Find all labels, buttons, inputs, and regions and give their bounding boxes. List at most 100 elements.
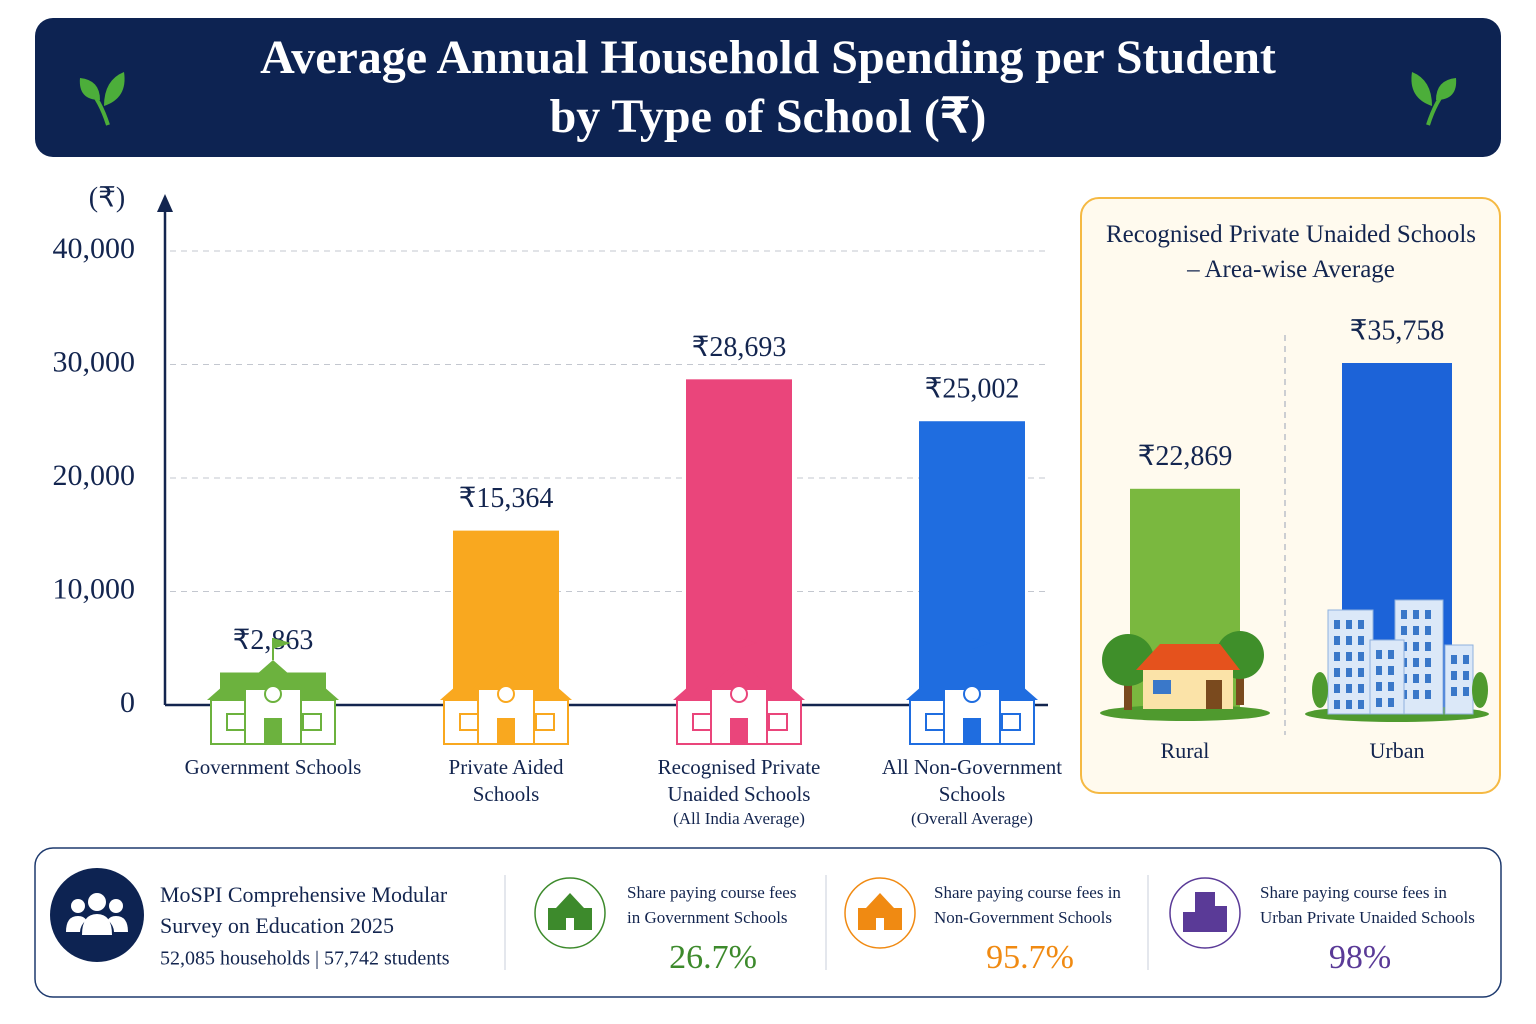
building-window xyxy=(1358,668,1364,677)
school-icon xyxy=(906,638,1038,745)
y-tick-label: 20,000 xyxy=(53,459,136,492)
x-tick-label: Recognised Private Unaided Schools xyxy=(657,755,821,806)
y-axis-label: (₹) xyxy=(89,182,125,213)
stat-value: 95.7% xyxy=(986,939,1074,976)
stat-label: Urban Private Unaided Schools xyxy=(1260,908,1475,927)
school-icon xyxy=(673,638,805,745)
building-window xyxy=(1334,684,1340,693)
school-window xyxy=(1001,713,1021,731)
y-axis-arrow xyxy=(157,194,173,212)
building-window xyxy=(1451,671,1457,680)
school-gable xyxy=(705,660,773,690)
tree xyxy=(1472,672,1488,708)
school-icon xyxy=(207,638,339,745)
building-window xyxy=(1358,620,1364,629)
school-window xyxy=(459,713,479,731)
building-window xyxy=(1388,698,1394,707)
school-window xyxy=(302,713,322,731)
building-window xyxy=(1401,626,1407,635)
building-window xyxy=(1413,658,1419,667)
category-note: (Overall Average) xyxy=(911,809,1033,828)
building-window xyxy=(1376,650,1382,659)
x-tick-label: Government Schools xyxy=(184,755,362,779)
school-icon xyxy=(440,638,572,745)
school-flag xyxy=(273,638,291,649)
value-label: ₹28,693 xyxy=(692,332,787,363)
school-door xyxy=(730,718,748,744)
x-tick-label: Rural xyxy=(1161,738,1210,763)
school-clock xyxy=(264,685,282,703)
stat-icon xyxy=(1215,906,1227,932)
building-window xyxy=(1425,690,1431,699)
building xyxy=(1444,644,1474,715)
school-window xyxy=(535,713,555,731)
header-bar xyxy=(35,18,1501,157)
leaf-icon xyxy=(79,72,1457,126)
source-name: MoSPI Comprehensive Modular Survey on Ed… xyxy=(160,882,448,938)
building-window xyxy=(1451,687,1457,696)
building-window xyxy=(1334,652,1340,661)
building-window xyxy=(1451,655,1457,664)
x-tick-label: Private Aided Schools xyxy=(448,755,564,806)
building-window xyxy=(1425,626,1431,635)
stat-value: 98% xyxy=(1329,939,1391,976)
school-clock xyxy=(730,685,748,703)
building-body xyxy=(1369,639,1405,715)
y-tick-label: 30,000 xyxy=(53,345,136,378)
building-window xyxy=(1388,682,1394,691)
school-flag xyxy=(972,638,990,649)
building-window xyxy=(1425,658,1431,667)
school-door xyxy=(264,718,282,744)
school-window xyxy=(692,713,712,731)
building-window xyxy=(1376,698,1382,707)
building-window xyxy=(1346,700,1352,709)
building-window xyxy=(1334,620,1340,629)
school-door xyxy=(497,718,515,744)
building-window xyxy=(1346,636,1352,645)
tree xyxy=(1102,634,1154,686)
value-label: ₹25,002 xyxy=(925,374,1020,405)
house-door xyxy=(1206,680,1222,709)
stat-icon xyxy=(556,893,584,908)
school-flag xyxy=(506,638,524,649)
school-window xyxy=(768,713,788,731)
building xyxy=(1369,639,1405,715)
school-window xyxy=(226,713,246,731)
building-window xyxy=(1376,682,1382,691)
category-note: (All India Average) xyxy=(673,809,805,828)
x-tick-label: All Non-Government Schools xyxy=(881,755,1063,806)
x-tick-label: Urban xyxy=(1370,738,1425,763)
building-window xyxy=(1346,620,1352,629)
stat-icon xyxy=(876,918,884,930)
stat-value: 26.7% xyxy=(669,939,757,976)
stat-label: Share paying course fees in xyxy=(1260,883,1447,902)
building-window xyxy=(1376,666,1382,675)
school-clock xyxy=(963,685,981,703)
school-gable xyxy=(239,660,307,690)
inset-title: Recognised Private Unaided Schools – Are… xyxy=(1105,221,1477,283)
building-window xyxy=(1401,610,1407,619)
house-roof xyxy=(1136,644,1240,670)
building-window xyxy=(1358,636,1364,645)
y-tick-label: 0 xyxy=(120,686,135,719)
school-clock xyxy=(497,685,515,703)
tree-trunk xyxy=(1236,665,1244,705)
school-window xyxy=(925,713,945,731)
stat-icon xyxy=(1195,892,1215,932)
building-window xyxy=(1413,610,1419,619)
building-window xyxy=(1346,668,1352,677)
building-window xyxy=(1346,652,1352,661)
stat-label: in Government Schools xyxy=(627,908,788,927)
source-sample: 52,085 households | 57,742 students xyxy=(160,948,450,970)
y-tick-label: 40,000 xyxy=(53,232,136,265)
building-window xyxy=(1463,671,1469,680)
building-window xyxy=(1425,642,1431,651)
school-gable xyxy=(472,660,540,690)
stat-label: Share paying course fees in xyxy=(934,883,1121,902)
building-window xyxy=(1413,626,1419,635)
school-door xyxy=(963,718,981,744)
building-window xyxy=(1463,655,1469,664)
building-window xyxy=(1463,687,1469,696)
